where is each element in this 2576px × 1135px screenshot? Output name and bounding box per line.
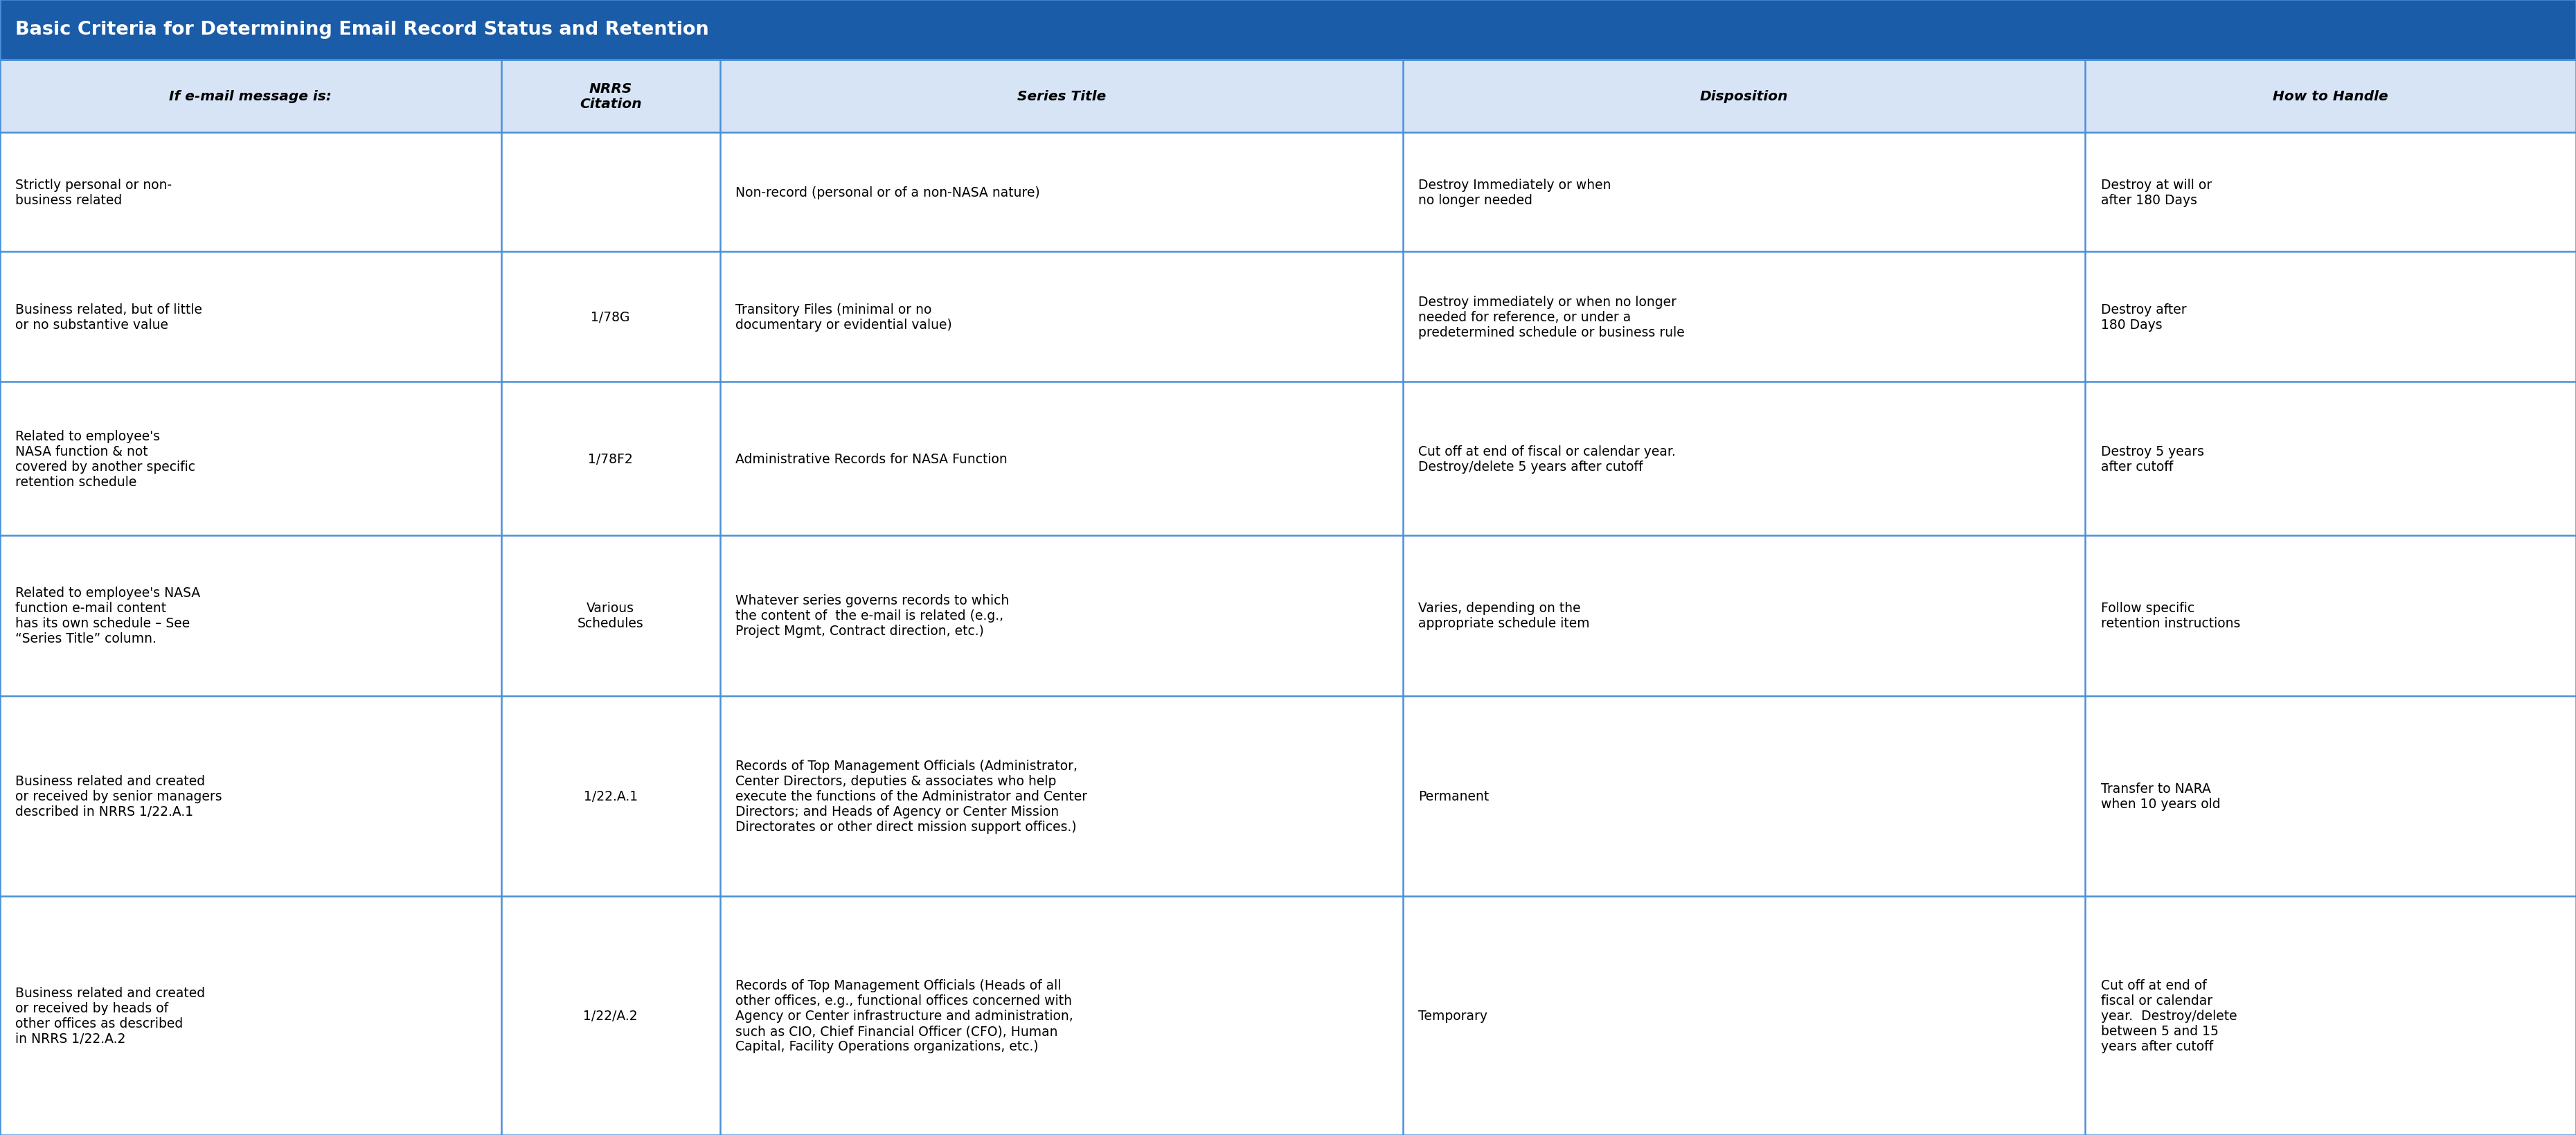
Text: Transitory Files (minimal or no
documentary or evidential value): Transitory Files (minimal or no document… bbox=[737, 303, 953, 331]
Text: Administrative Records for NASA Function: Administrative Records for NASA Function bbox=[737, 453, 1007, 465]
Bar bbox=[0, 897, 2576, 1135]
Text: 1/22/A.2: 1/22/A.2 bbox=[582, 1009, 639, 1023]
Text: 1/78F2: 1/78F2 bbox=[587, 453, 634, 465]
Bar bbox=[0, 536, 2576, 696]
Text: Temporary: Temporary bbox=[1417, 1009, 1486, 1023]
Text: Basic Criteria for Determining Email Record Status and Retention: Basic Criteria for Determining Email Rec… bbox=[15, 22, 708, 39]
Text: Varies, depending on the
appropriate schedule item: Varies, depending on the appropriate sch… bbox=[1417, 602, 1589, 630]
Text: Destroy immediately or when no longer
needed for reference, or under a
predeterm: Destroy immediately or when no longer ne… bbox=[1417, 295, 1685, 339]
Bar bbox=[0, 382, 2576, 536]
Text: Business related, but of little
or no substantive value: Business related, but of little or no su… bbox=[15, 303, 204, 331]
Text: Non-record (personal or of a non-NASA nature): Non-record (personal or of a non-NASA na… bbox=[737, 186, 1041, 199]
Text: Destroy at will or
after 180 Days: Destroy at will or after 180 Days bbox=[2099, 178, 2213, 207]
Bar bbox=[0, 133, 2576, 252]
Text: Cut off at end of
fiscal or calendar
year.  Destroy/delete
between 5 and 15
year: Cut off at end of fiscal or calendar yea… bbox=[2099, 978, 2236, 1053]
Text: Permanent: Permanent bbox=[1417, 790, 1489, 802]
Text: Disposition: Disposition bbox=[1700, 90, 1788, 103]
Text: Destroy Immediately or when
no longer needed: Destroy Immediately or when no longer ne… bbox=[1417, 178, 1610, 207]
Text: Destroy after
180 Days: Destroy after 180 Days bbox=[2099, 303, 2187, 331]
Text: Destroy 5 years
after cutoff: Destroy 5 years after cutoff bbox=[2099, 445, 2205, 473]
Bar bbox=[0, 0, 2576, 60]
Bar bbox=[0, 252, 2576, 382]
Text: NRRS
Citation: NRRS Citation bbox=[580, 82, 641, 110]
Text: Series Title: Series Title bbox=[1018, 90, 1105, 103]
Text: Transfer to NARA
when 10 years old: Transfer to NARA when 10 years old bbox=[2099, 782, 2221, 810]
Text: Business related and created
or received by heads of
other offices as described
: Business related and created or received… bbox=[15, 986, 206, 1045]
Text: Cut off at end of fiscal or calendar year.
Destroy/delete 5 years after cutoff: Cut off at end of fiscal or calendar yea… bbox=[1417, 445, 1674, 473]
Text: Related to employee's NASA
function e-mail content
has its own schedule – See
“S: Related to employee's NASA function e-ma… bbox=[15, 587, 201, 646]
Text: Follow specific
retention instructions: Follow specific retention instructions bbox=[2099, 602, 2241, 630]
Text: Business related and created
or received by senior managers
described in NRRS 1/: Business related and created or received… bbox=[15, 774, 222, 818]
Bar bbox=[0, 60, 2576, 133]
Text: Whatever series governs records to which
the content of  the e-mail is related (: Whatever series governs records to which… bbox=[737, 594, 1010, 638]
Text: Strictly personal or non-
business related: Strictly personal or non- business relat… bbox=[15, 178, 173, 207]
Text: 1/78G: 1/78G bbox=[590, 311, 631, 323]
Text: How to Handle: How to Handle bbox=[2272, 90, 2388, 103]
Text: Records of Top Management Officials (Administrator,
Center Directors, deputies &: Records of Top Management Officials (Adm… bbox=[737, 759, 1087, 833]
Text: 1/22.A.1: 1/22.A.1 bbox=[582, 790, 639, 802]
Bar bbox=[0, 696, 2576, 897]
Text: Various
Schedules: Various Schedules bbox=[577, 602, 644, 630]
Text: Records of Top Management Officials (Heads of all
other offices, e.g., functiona: Records of Top Management Officials (Hea… bbox=[737, 978, 1074, 1053]
Text: If e-mail message is:: If e-mail message is: bbox=[170, 90, 332, 103]
Text: Related to employee's
NASA function & not
covered by another specific
retention : Related to employee's NASA function & no… bbox=[15, 430, 196, 488]
